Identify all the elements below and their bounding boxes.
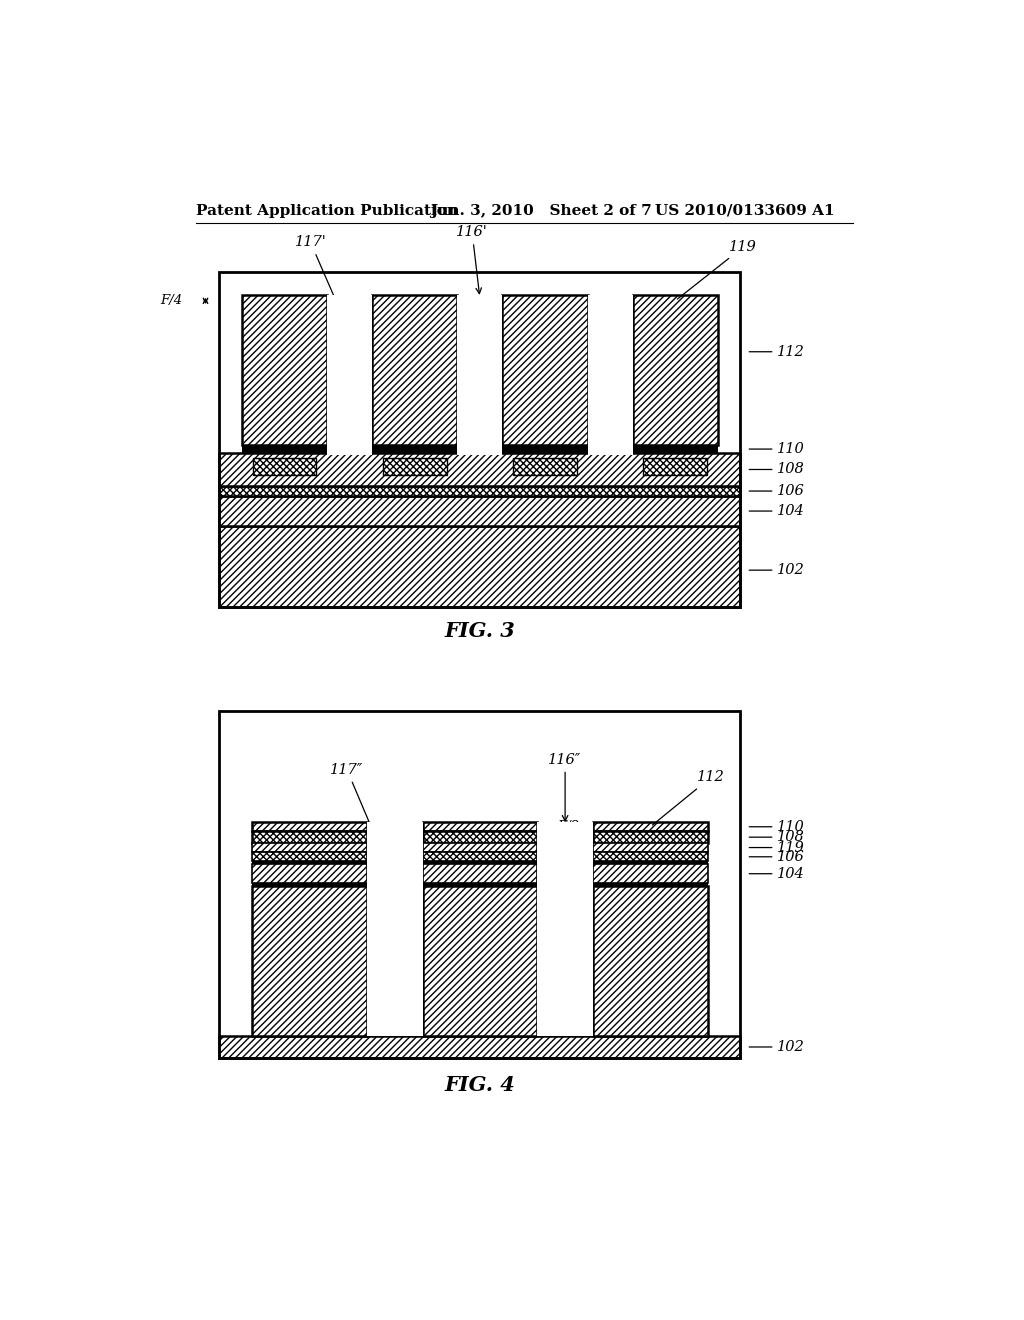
Text: 112: 112 bbox=[652, 771, 725, 825]
Text: Patent Application Publication: Patent Application Publication bbox=[197, 203, 458, 218]
Bar bbox=[593, 865, 708, 883]
Bar bbox=[503, 445, 588, 453]
Bar bbox=[252, 832, 367, 843]
Bar bbox=[252, 853, 367, 862]
Text: 106: 106 bbox=[750, 850, 805, 863]
Text: 116': 116' bbox=[457, 226, 488, 293]
Text: 119: 119 bbox=[750, 841, 805, 854]
Bar bbox=[372, 445, 458, 453]
Bar bbox=[593, 853, 708, 862]
Bar bbox=[252, 843, 367, 853]
Text: Jun. 3, 2010   Sheet 2 of 7: Jun. 3, 2010 Sheet 2 of 7 bbox=[430, 203, 652, 218]
Bar bbox=[252, 865, 367, 883]
Bar bbox=[219, 272, 740, 607]
Text: 117″: 117″ bbox=[331, 763, 393, 879]
Bar bbox=[252, 862, 367, 865]
Bar bbox=[242, 294, 328, 445]
Bar bbox=[219, 486, 740, 496]
Bar bbox=[633, 445, 718, 453]
Bar bbox=[423, 822, 538, 832]
Bar bbox=[588, 294, 633, 455]
Bar bbox=[423, 886, 538, 1036]
Bar bbox=[593, 822, 708, 832]
Text: 112: 112 bbox=[750, 345, 805, 359]
Text: 108: 108 bbox=[750, 462, 805, 477]
Text: 104: 104 bbox=[750, 867, 805, 880]
Text: 108: 108 bbox=[750, 830, 805, 845]
Bar bbox=[219, 711, 740, 1057]
Bar bbox=[219, 1036, 740, 1057]
Text: 104: 104 bbox=[750, 504, 805, 517]
Bar bbox=[633, 294, 718, 445]
Text: US 2010/0133609 A1: US 2010/0133609 A1 bbox=[655, 203, 835, 218]
Text: 110: 110 bbox=[750, 442, 805, 457]
Text: FIG. 3: FIG. 3 bbox=[444, 622, 515, 642]
Bar bbox=[423, 853, 538, 862]
Bar bbox=[219, 453, 740, 486]
Bar bbox=[423, 832, 538, 843]
Bar bbox=[503, 294, 588, 445]
Bar bbox=[252, 822, 367, 832]
Bar bbox=[593, 886, 708, 1036]
Bar bbox=[643, 458, 707, 475]
Text: FIG. 4: FIG. 4 bbox=[444, 1074, 515, 1094]
Text: 117': 117' bbox=[295, 235, 348, 330]
Bar bbox=[538, 822, 593, 1036]
Bar bbox=[423, 865, 538, 883]
Bar bbox=[252, 886, 367, 1036]
Text: 106: 106 bbox=[750, 484, 805, 498]
Text: 102: 102 bbox=[750, 1040, 805, 1053]
Bar bbox=[423, 862, 538, 865]
Bar bbox=[252, 883, 367, 886]
Bar bbox=[328, 294, 372, 455]
Bar bbox=[423, 883, 538, 886]
Bar bbox=[219, 496, 740, 525]
Text: F/2: F/2 bbox=[557, 820, 580, 833]
Bar bbox=[423, 843, 538, 853]
Bar bbox=[593, 883, 708, 886]
Bar bbox=[367, 822, 423, 1036]
Bar bbox=[593, 862, 708, 865]
Text: 110: 110 bbox=[750, 820, 805, 834]
Text: F/2: F/2 bbox=[341, 348, 364, 360]
Text: F/4: F/4 bbox=[160, 294, 182, 308]
Text: 116″: 116″ bbox=[549, 752, 582, 821]
Bar bbox=[593, 832, 708, 843]
Bar bbox=[513, 458, 577, 475]
Bar bbox=[219, 525, 740, 607]
Bar bbox=[242, 445, 328, 453]
Bar bbox=[593, 843, 708, 853]
Bar bbox=[372, 294, 458, 445]
Bar bbox=[383, 458, 446, 475]
Text: 119: 119 bbox=[677, 240, 757, 300]
Bar bbox=[458, 294, 503, 455]
Bar bbox=[253, 458, 316, 475]
Text: 102: 102 bbox=[750, 564, 805, 577]
